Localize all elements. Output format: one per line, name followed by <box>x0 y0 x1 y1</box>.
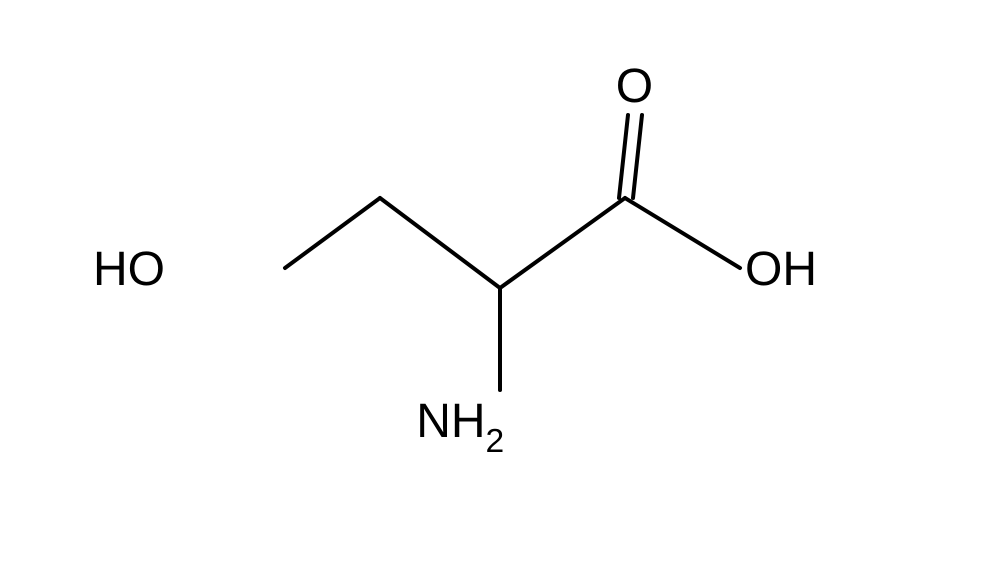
hydroxyl-left-label: HO <box>93 242 165 297</box>
amine-bottom-label: NH2 <box>416 394 504 457</box>
hydroxyl-right-label: OH <box>745 242 817 297</box>
oxygen-top-label: O <box>616 59 653 114</box>
nh2-main: NH <box>416 395 485 448</box>
nh2-sub: 2 <box>486 423 505 460</box>
molecule-diagram: HO OH O NH2 <box>0 0 1000 563</box>
